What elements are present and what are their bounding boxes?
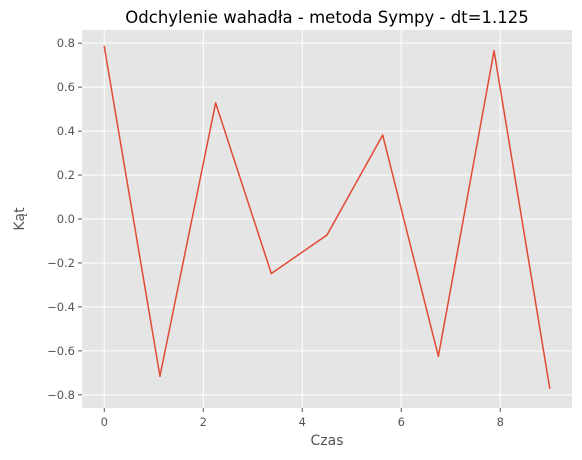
series [103, 45, 551, 390]
y-axis-label: Kąt [12, 207, 28, 231]
data-point [548, 387, 551, 390]
x-tick-label: 0 [101, 415, 108, 429]
x-tick-label: 2 [200, 415, 207, 429]
chart-title: Odchylenie wahadła - metoda Sympy - dt=1… [125, 8, 528, 27]
data-point [159, 375, 161, 377]
data-point [326, 234, 328, 236]
x-axis-label: Czas [311, 433, 344, 449]
y-tick-label: 0.2 [57, 168, 75, 182]
grid [82, 30, 572, 408]
data-point [103, 45, 106, 48]
data-point [437, 355, 440, 358]
data-point [270, 272, 273, 275]
y-tick-label: 0.4 [57, 124, 75, 138]
y-tick-label: 0.6 [57, 80, 75, 94]
y-tick-label: 0.0 [57, 212, 75, 226]
y-tick-label: −0.4 [47, 300, 75, 314]
ticks: 0 2 4 6 8 −0.8 −0.6 −0.4 −0.2 0.0 0.2 0.4 0.6 0.8 [47, 36, 504, 429]
data-point [214, 102, 217, 104]
data-point [381, 134, 384, 136]
y-tick-label: 0.8 [57, 36, 75, 50]
y-tick-label: −0.8 [47, 388, 75, 402]
y-tick-label: −0.6 [47, 344, 75, 358]
x-tick-label: 4 [299, 415, 306, 429]
data-point [493, 50, 495, 52]
x-tick-label: 8 [497, 415, 504, 429]
y-tick-label: −0.2 [47, 256, 75, 270]
x-tick-label: 6 [398, 415, 405, 429]
